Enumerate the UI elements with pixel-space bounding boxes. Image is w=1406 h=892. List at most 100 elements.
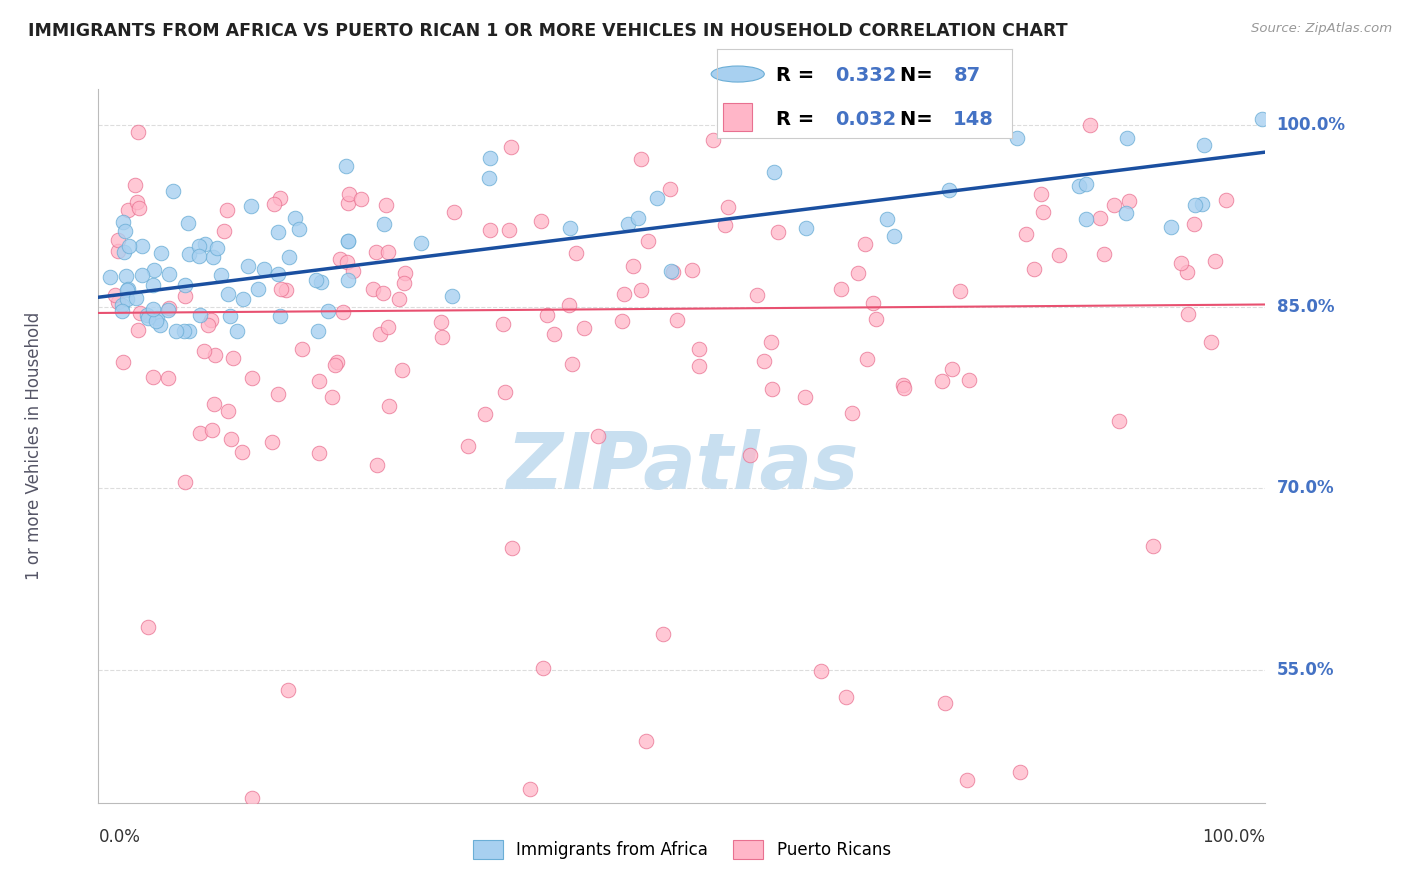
Point <box>956 772 979 787</box>
Point <box>938 183 960 197</box>
Point <box>205 241 228 255</box>
Point <box>501 541 523 556</box>
Point <box>934 696 956 710</box>
Point <box>323 358 346 372</box>
Point <box>1192 137 1215 152</box>
Point <box>342 264 364 278</box>
Point <box>630 283 652 297</box>
Point <box>311 275 333 289</box>
Point <box>231 444 253 458</box>
Point <box>634 734 657 748</box>
Point <box>1160 219 1182 234</box>
Point <box>329 252 352 266</box>
Text: N=: N= <box>900 66 939 85</box>
Point <box>430 314 453 328</box>
Point <box>430 330 453 344</box>
Point <box>530 213 553 227</box>
Point <box>201 251 224 265</box>
Point <box>318 304 340 318</box>
Point <box>949 284 972 298</box>
Point <box>794 390 817 404</box>
Point <box>666 313 689 327</box>
Point <box>391 363 413 377</box>
Point <box>240 371 263 385</box>
Point <box>117 239 139 253</box>
Point <box>1092 247 1115 261</box>
Point <box>761 382 783 396</box>
Point <box>557 298 579 312</box>
Point <box>107 233 129 247</box>
Point <box>278 250 301 264</box>
Point <box>219 432 242 446</box>
Point <box>128 306 150 320</box>
Point <box>138 620 160 634</box>
Text: 0.032: 0.032 <box>835 111 897 129</box>
Point <box>681 263 703 277</box>
Point <box>501 140 523 154</box>
Point <box>127 323 149 337</box>
Point <box>688 359 710 374</box>
Point <box>307 324 329 338</box>
Point <box>117 292 139 306</box>
Text: ZIPatlas: ZIPatlas <box>506 429 858 506</box>
Point <box>659 182 682 196</box>
Text: 148: 148 <box>953 111 994 129</box>
Point <box>957 372 980 386</box>
Text: 87: 87 <box>953 66 980 85</box>
Point <box>1177 307 1199 321</box>
Point <box>1108 414 1130 428</box>
Text: 100.0%: 100.0% <box>1202 828 1265 846</box>
Point <box>179 324 201 338</box>
Point <box>117 203 139 218</box>
Point <box>865 312 887 326</box>
Point <box>630 152 652 166</box>
Point <box>1078 119 1101 133</box>
Point <box>1029 186 1052 201</box>
Point <box>242 790 264 805</box>
Point <box>114 224 136 238</box>
Point <box>368 326 391 341</box>
Point <box>174 475 197 489</box>
Point <box>350 192 373 206</box>
Point <box>361 282 384 296</box>
Circle shape <box>711 66 765 82</box>
Point <box>111 355 134 369</box>
Point <box>543 327 565 342</box>
Point <box>1191 197 1213 211</box>
Point <box>713 218 735 232</box>
Point <box>1015 227 1038 242</box>
Point <box>1074 212 1097 227</box>
Point <box>136 311 159 326</box>
Point <box>572 321 595 335</box>
Point <box>131 268 153 283</box>
Point <box>846 266 869 280</box>
Point <box>662 265 685 279</box>
Point <box>1115 131 1137 145</box>
Text: R =: R = <box>776 66 821 85</box>
Point <box>1022 262 1045 277</box>
Point <box>267 225 290 239</box>
Point <box>564 246 586 260</box>
Text: Source: ZipAtlas.com: Source: ZipAtlas.com <box>1251 22 1392 36</box>
Point <box>752 353 775 368</box>
Point <box>1170 255 1192 269</box>
Point <box>457 439 479 453</box>
Point <box>498 223 520 237</box>
Legend: Immigrants from Africa, Puerto Ricans: Immigrants from Africa, Puerto Ricans <box>467 834 897 866</box>
Point <box>114 268 136 283</box>
Point <box>305 273 328 287</box>
Point <box>388 293 411 307</box>
Point <box>157 301 180 315</box>
Point <box>1177 264 1199 278</box>
Point <box>145 314 167 328</box>
Point <box>197 318 219 332</box>
Point <box>336 195 359 210</box>
Point <box>174 278 197 293</box>
Point <box>142 278 165 293</box>
Point <box>1142 539 1164 553</box>
Point <box>247 282 270 296</box>
Point <box>332 304 354 318</box>
Point <box>373 217 395 231</box>
Point <box>336 254 359 268</box>
Text: 100.0%: 100.0% <box>1277 117 1346 135</box>
